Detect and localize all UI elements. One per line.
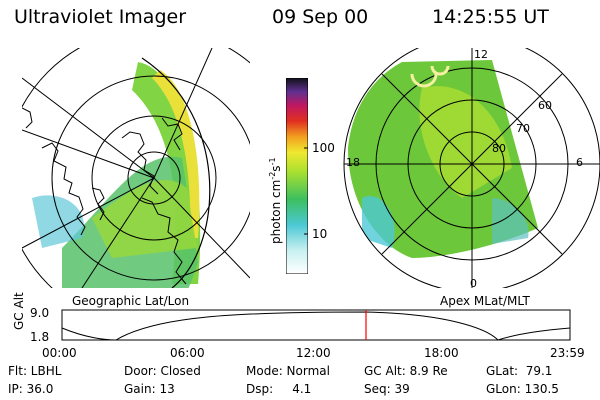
colorbar-tick-10: 10 <box>312 227 328 241</box>
colorbar-tick-100: 100 <box>312 141 335 155</box>
meridian-line <box>22 77 155 179</box>
lat-circle <box>91 115 217 241</box>
colorbar <box>286 78 308 274</box>
glon-readout: GLon: 130.5 <box>486 382 559 396</box>
mlt-label-12: 12 <box>474 48 488 61</box>
meridian-line <box>22 177 155 249</box>
altitude-plot-frame <box>61 309 571 341</box>
coastline <box>22 107 33 129</box>
coastline <box>91 187 105 221</box>
altitude-xtick-1200: 12:00 <box>296 346 331 360</box>
altitude-xtick-1800: 18:00 <box>424 346 459 360</box>
coastline <box>141 197 187 285</box>
altitude-xtick-0000: 00:00 <box>42 346 77 360</box>
coastline <box>121 131 159 195</box>
geographic-map <box>22 48 250 288</box>
lat-circle <box>51 75 250 281</box>
altitude-xtick-0600: 06:00 <box>170 346 205 360</box>
altitude-ylabel: GC Alt <box>12 292 26 330</box>
seq-readout: Seq: 39 <box>364 382 410 396</box>
door-readout: Door: Closed <box>124 364 201 378</box>
mlt-label-0: 0 <box>470 277 477 288</box>
altitude-ytick-1-8: 1.8 <box>30 330 50 344</box>
coastline <box>161 117 183 151</box>
meridian-line <box>153 177 250 279</box>
coastline <box>41 142 86 236</box>
meridian-line <box>153 48 213 179</box>
colorbar-unit-label: photon cm-2s-1 <box>268 157 283 244</box>
left-panel-caption: Geographic Lat/Lon <box>72 294 190 308</box>
mlt-label-18: 18 <box>346 156 360 169</box>
apex-polar-plot: 12 18 6 0 60 70 80 <box>343 48 600 288</box>
meridian-line <box>22 129 155 179</box>
altitude-plot <box>61 309 571 341</box>
earth-limb <box>141 57 211 288</box>
mlt-label-6: 6 <box>576 156 583 169</box>
mode-readout: Mode: Normal <box>246 364 330 378</box>
colorbar-gradient <box>286 78 308 274</box>
mlat-label-60: 60 <box>538 99 552 112</box>
time-label: 14:25:55 UT <box>432 6 549 28</box>
right-panel-caption: Apex MLat/MLT <box>440 294 530 308</box>
dsp-readout: Dsp: 4.1 <box>246 382 312 396</box>
filter-readout: Flt: LBHL <box>8 364 62 378</box>
meridian-line <box>81 177 155 288</box>
altitude-curve <box>61 311 571 341</box>
altitude-xtick-2359: 23:59 <box>550 346 585 360</box>
date-label: 09 Sep 00 <box>272 6 369 28</box>
lat-circle <box>127 151 181 205</box>
mlat-label-70: 70 <box>516 122 530 135</box>
altitude-ytick-9: 9.0 <box>30 306 50 320</box>
gc-alt-readout: GC Alt: 8.9 Re <box>364 364 448 378</box>
gain-readout: Gain: 13 <box>124 382 175 396</box>
mlat-label-80: 80 <box>492 142 506 155</box>
aurora-arc-bright <box>152 70 200 238</box>
glat-readout: GLat: 79.1 <box>486 364 553 378</box>
ip-readout: IP: 36.0 <box>8 382 54 396</box>
app-title: Ultraviolet Imager <box>14 6 187 28</box>
polar-axis-line <box>381 73 563 255</box>
